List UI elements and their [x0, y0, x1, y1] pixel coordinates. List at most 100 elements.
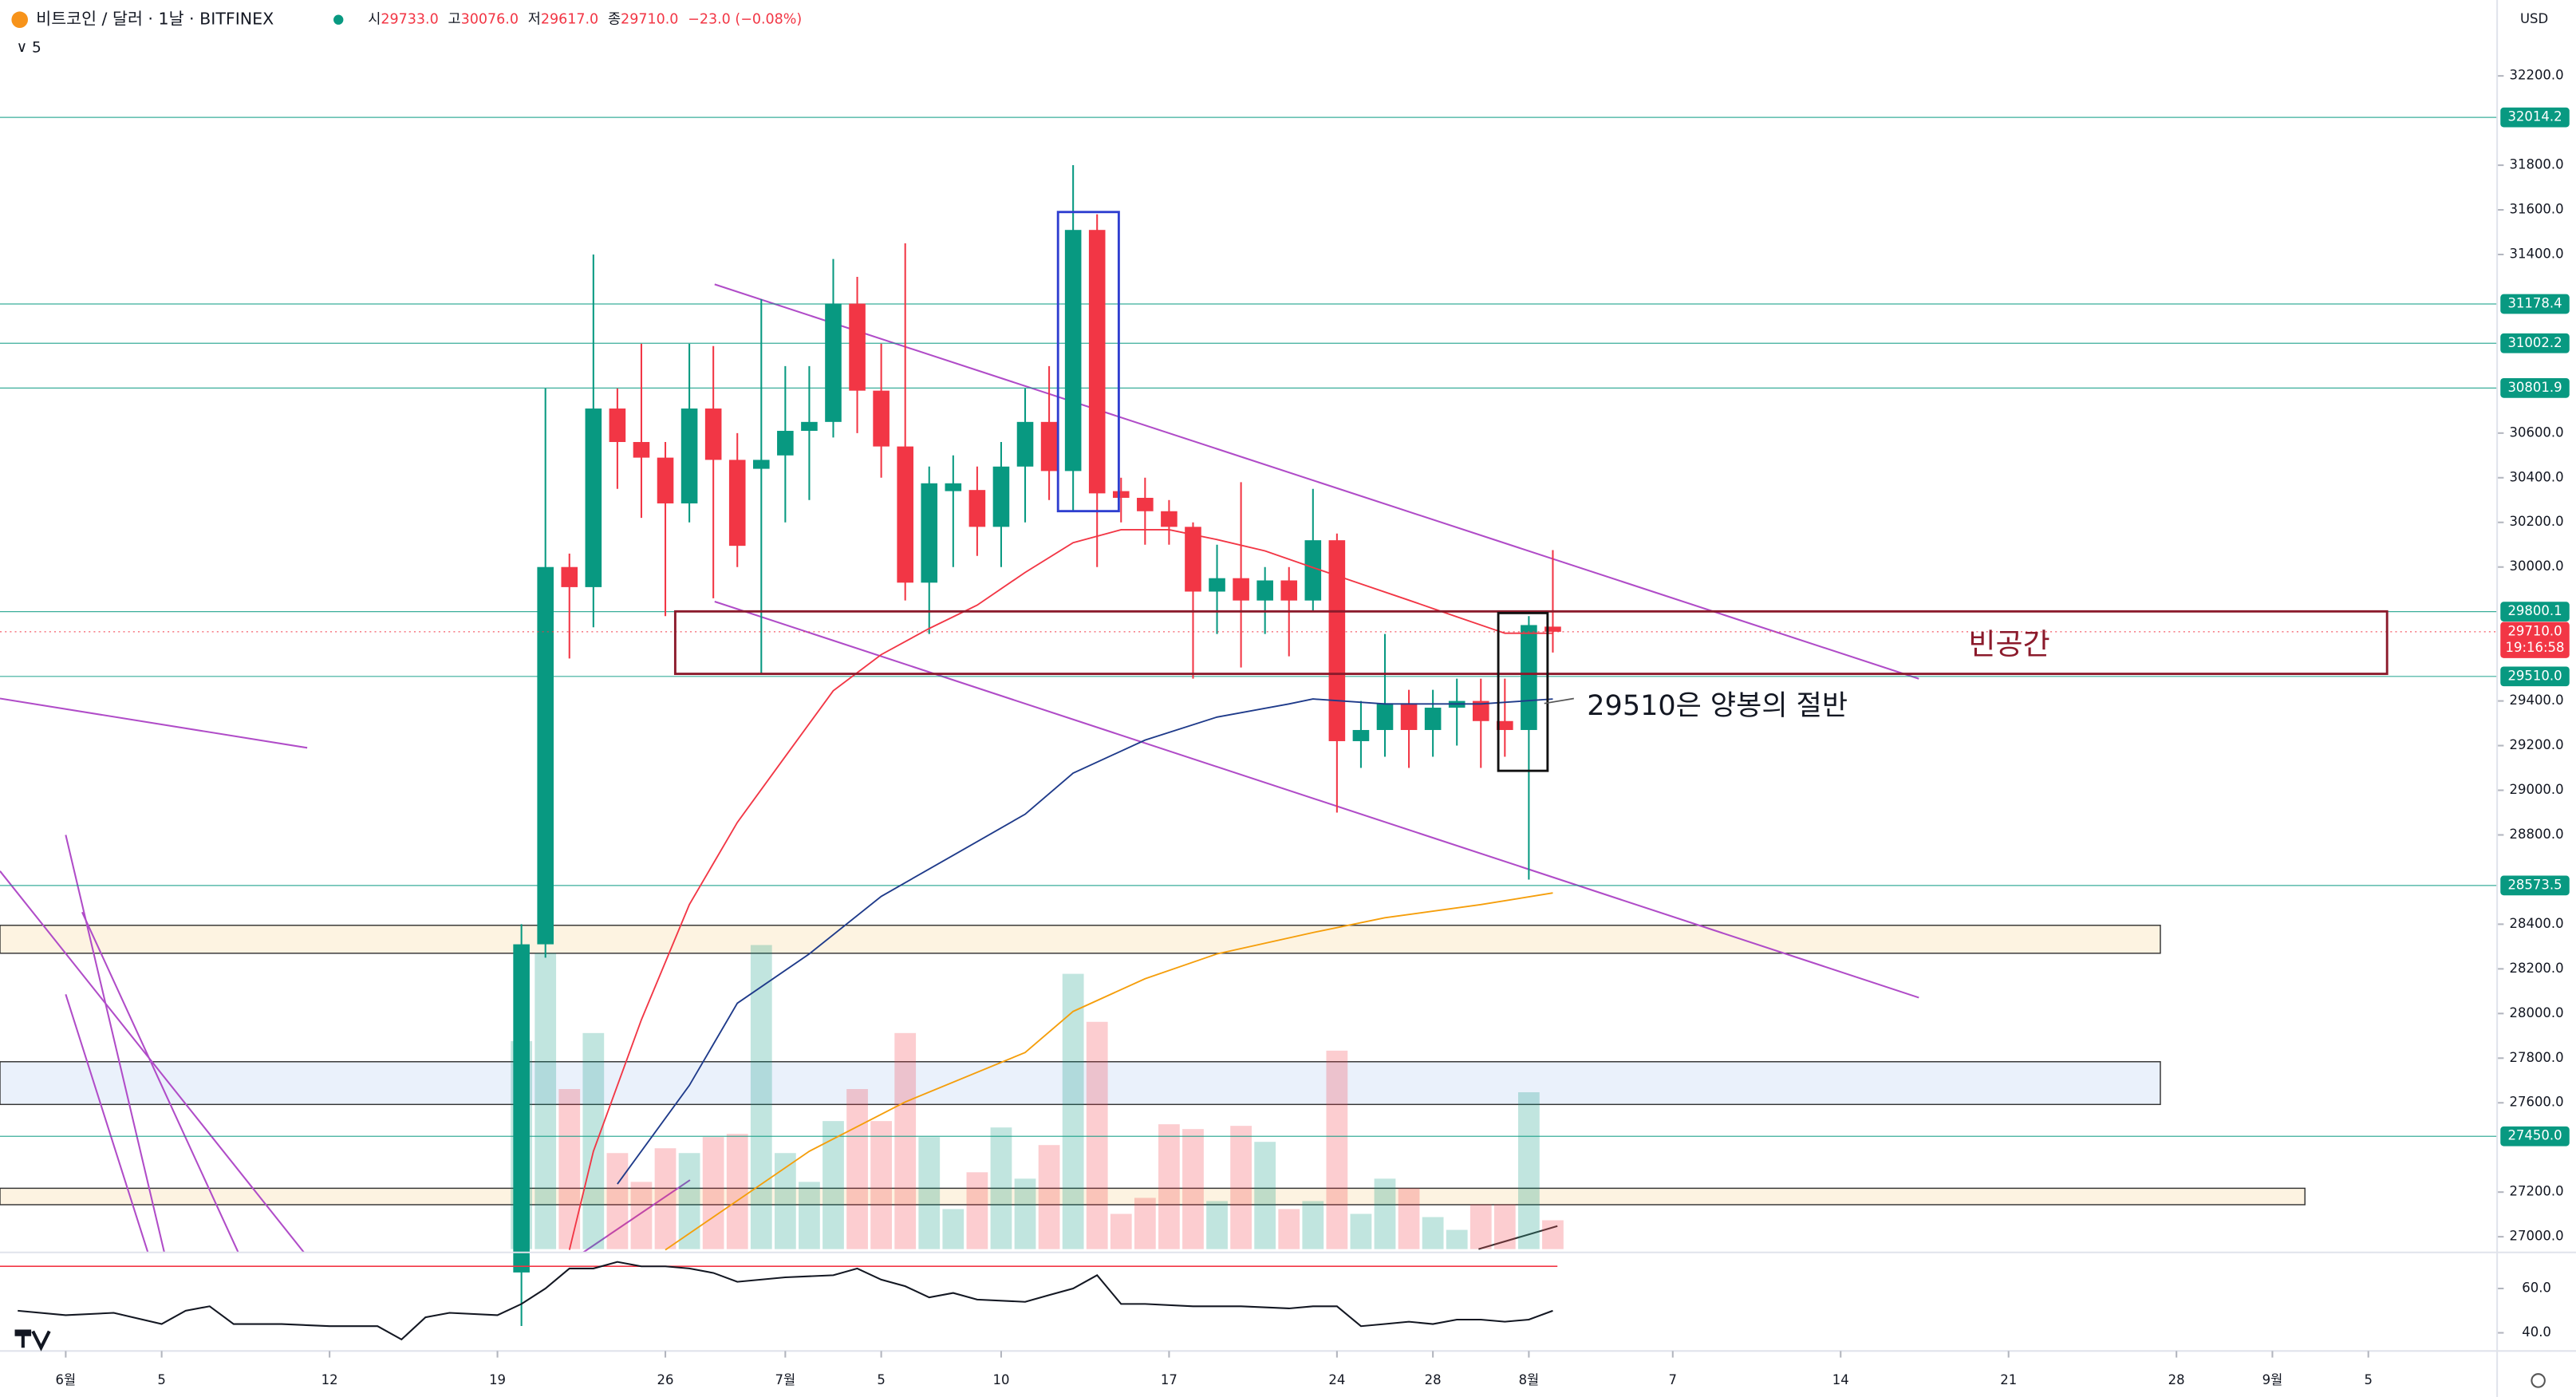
y-tick-label: 31600.0 [2510, 202, 2564, 217]
candle-body [704, 408, 722, 460]
y-tick-label: 28200.0 [2510, 961, 2564, 976]
candle-body [513, 944, 530, 1273]
level-label: 31178.4 [2507, 295, 2562, 310]
level-label: 29510.0 [2507, 668, 2562, 683]
volume-bar [1254, 1142, 1276, 1249]
ohlc-value: 29710.0 [621, 12, 678, 28]
x-tick-label: 26 [657, 1372, 674, 1387]
zone [0, 1061, 2161, 1106]
x-tick-label: 5 [157, 1372, 165, 1387]
y-tick-label: 30600.0 [2510, 424, 2564, 440]
volume-bar [990, 1127, 1012, 1249]
level-tag [2500, 666, 2570, 687]
volume [511, 945, 1564, 1249]
candle-body [585, 408, 602, 587]
y-tick-label: 28000.0 [2510, 1005, 2564, 1020]
volume-bar [582, 1032, 605, 1249]
settings-icon[interactable] [2531, 1373, 2546, 1388]
y-tick-label: 27200.0 [2510, 1184, 2564, 1199]
level-tag [2500, 875, 2570, 896]
coin-icon [11, 11, 29, 29]
trendline [65, 835, 165, 1253]
volume-bar [894, 1032, 917, 1249]
candle-body [1112, 491, 1130, 498]
volume-bar [1518, 1092, 1540, 1249]
volume-bar [1230, 1126, 1252, 1249]
candle-body [1016, 421, 1034, 467]
volume-bar [1469, 1204, 1492, 1249]
candle-body [1424, 707, 1442, 730]
volume-bar [702, 1137, 724, 1249]
moving-average [617, 698, 1553, 1185]
candle-body [801, 421, 818, 432]
candle-body [945, 483, 962, 491]
rsi-pane: 60.0 40.0 [0, 1261, 2551, 1341]
volume-bar [654, 1148, 677, 1249]
y-tick-label: 31400.0 [2510, 246, 2564, 261]
volume-bar [966, 1172, 988, 1249]
candle-body [1472, 700, 1489, 721]
x-tick-label: 5 [877, 1372, 885, 1387]
ohlc-value: 29617.0 [541, 12, 598, 28]
volume-bar [1206, 1201, 1228, 1249]
moving-average [665, 892, 1553, 1251]
volume-bar [1493, 1204, 1516, 1249]
annotation: 빈공간 [1968, 627, 2049, 661]
volume-bar [726, 1134, 748, 1249]
candle-body [1352, 729, 1370, 741]
volume-bar [1398, 1188, 1420, 1249]
annotation: 29510은 양봉의 절반 [1587, 690, 1848, 722]
rsi-line [18, 1261, 1553, 1341]
ohlc-label: 저 [528, 12, 541, 28]
level-tag [2500, 333, 2570, 353]
volume-bar [1038, 1145, 1060, 1249]
candle-body [1400, 703, 1418, 730]
ohlc-value: 29733.0 [381, 12, 438, 28]
y-tick-label: 28800.0 [2510, 827, 2564, 842]
volume-bar [799, 1182, 820, 1249]
volume-bar [1302, 1201, 1324, 1249]
trendline [0, 870, 305, 1253]
volume-bar [1134, 1198, 1156, 1249]
y-tick-label: 27600.0 [2510, 1095, 2564, 1110]
candle-body [1088, 230, 1106, 494]
header: 비트코인 / 달러 · 1날 · BITFINEX 시29733.0 고3007… [11, 10, 2570, 1388]
level-tag [2500, 107, 2570, 128]
candle-body [728, 460, 746, 547]
candle-body [680, 408, 698, 503]
volume-bar [678, 1153, 700, 1249]
candle-body [1521, 625, 1537, 730]
candle-body [921, 483, 938, 583]
x-tick-label: 7월 [775, 1372, 796, 1387]
volume-bar [1374, 1178, 1396, 1249]
level-tag [2500, 1126, 2570, 1146]
y-tick-label: 31800.0 [2510, 157, 2564, 172]
level-label: 27450.0 [2507, 1128, 2562, 1143]
symbol[interactable]: 비트코인 / 달러 · 1날 · BITFINEX [36, 10, 274, 29]
volume-bar [870, 1121, 893, 1249]
y-tick-label: 29000.0 [2510, 782, 2564, 797]
trendline [81, 911, 239, 1253]
y-tick-label: 40.0 [2522, 1324, 2551, 1340]
level-label: 30801.9 [2507, 380, 2562, 395]
candle-body [777, 431, 794, 456]
volume-bar [750, 945, 772, 1249]
candle-body [1161, 511, 1178, 527]
volume-bar [1158, 1124, 1180, 1249]
currency[interactable]: USD [2520, 11, 2548, 26]
level-tag [2500, 377, 2570, 398]
volume-bar [1110, 1213, 1132, 1249]
x-tick-label: 6월 [56, 1372, 77, 1387]
level-tag [2500, 602, 2570, 622]
candle-body [1209, 578, 1225, 592]
y-tick-label: 29200.0 [2510, 737, 2564, 752]
x-tick-label: 9월 [2262, 1372, 2283, 1387]
logo [14, 1329, 51, 1352]
candle-body [1376, 703, 1394, 730]
indicator-toggle[interactable]: ∨ 5 [17, 39, 41, 56]
status-dot [333, 14, 344, 25]
volume-bar [1446, 1229, 1468, 1249]
x-tick-label: 19 [489, 1372, 506, 1387]
